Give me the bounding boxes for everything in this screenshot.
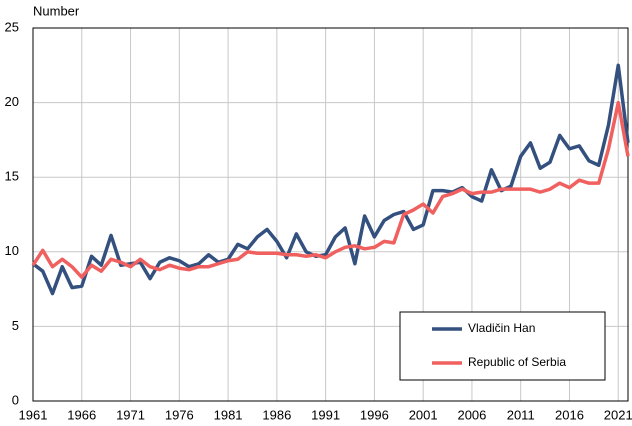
legend: Vladičin Han Republic of Serbia [399, 311, 606, 381]
y-tick-label: 20 [5, 94, 19, 109]
y-tick-label: 0 [12, 392, 19, 407]
y-tick-label: 25 [5, 19, 19, 34]
x-tick-label: 1981 [214, 407, 243, 422]
x-tick-label: 2011 [507, 407, 535, 422]
x-tick-label: 1991 [311, 407, 340, 422]
series-line [31, 100, 630, 279]
plot-frame [32, 27, 629, 402]
x-tick-label: 2001 [409, 407, 438, 422]
y-tick-label: 10 [5, 243, 19, 258]
x-tick-label: 1971 [116, 407, 145, 422]
series-line [31, 63, 630, 296]
legend-box [399, 311, 606, 381]
x-tick-label: 1966 [67, 407, 96, 422]
legend-label: Republic of Serbia [468, 355, 566, 369]
x-tick-label: 2021 [604, 407, 632, 422]
legend-label: Vladičin Han [468, 321, 535, 335]
y-tick-label: 5 [12, 318, 19, 333]
x-tick-label: 1986 [262, 407, 291, 422]
y-tick-label: 15 [5, 169, 19, 184]
x-tick-label: 2006 [457, 407, 486, 422]
x-tick-label: 1961 [19, 407, 48, 422]
x-tick-label: 2016 [555, 407, 584, 422]
x-tick-label: 1996 [360, 407, 389, 422]
y-axis-label: Number [33, 3, 80, 18]
x-tick-label: 1976 [165, 407, 194, 422]
